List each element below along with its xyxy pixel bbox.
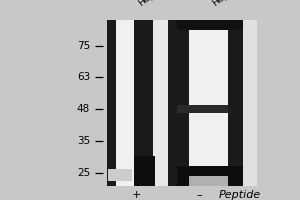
- Text: HepG2: HepG2: [137, 0, 167, 8]
- Text: 25: 25: [77, 168, 90, 178]
- Text: +: +: [132, 190, 141, 200]
- Text: Peptide: Peptide: [219, 190, 261, 200]
- Text: 35: 35: [77, 136, 90, 146]
- FancyBboxPatch shape: [228, 20, 243, 186]
- FancyBboxPatch shape: [177, 20, 243, 30]
- FancyBboxPatch shape: [134, 156, 154, 186]
- FancyBboxPatch shape: [189, 176, 228, 186]
- FancyBboxPatch shape: [168, 20, 177, 186]
- FancyBboxPatch shape: [243, 20, 256, 186]
- Text: 48: 48: [77, 104, 90, 114]
- FancyBboxPatch shape: [134, 20, 153, 186]
- FancyBboxPatch shape: [106, 20, 256, 186]
- FancyBboxPatch shape: [116, 20, 134, 186]
- Text: –: –: [197, 190, 202, 200]
- FancyBboxPatch shape: [177, 166, 243, 186]
- Text: 75: 75: [77, 41, 90, 51]
- FancyBboxPatch shape: [106, 20, 116, 186]
- FancyBboxPatch shape: [177, 105, 228, 113]
- Text: HepG2: HepG2: [211, 0, 240, 8]
- FancyBboxPatch shape: [153, 20, 168, 186]
- Text: 63: 63: [77, 72, 90, 82]
- FancyBboxPatch shape: [189, 20, 228, 186]
- FancyBboxPatch shape: [177, 20, 189, 186]
- FancyBboxPatch shape: [108, 169, 132, 181]
